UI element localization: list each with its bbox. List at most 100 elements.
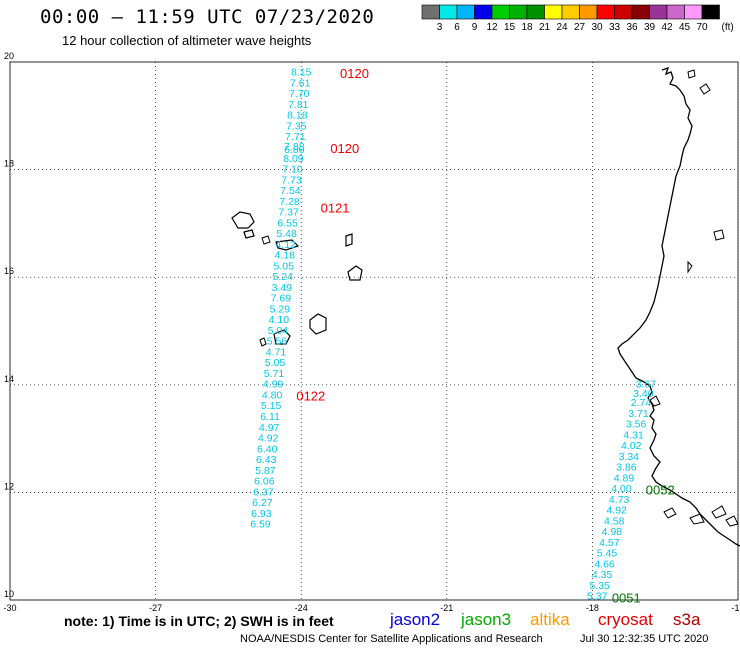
legend-swatch [474,4,493,20]
island-santa-luzia [261,235,271,245]
swh-value: 6.80 [284,144,305,156]
legend-tick-label: 9 [472,22,478,33]
legend-swatch [649,4,668,20]
island-sao-vicente [243,229,255,239]
swh-value: 6.27 [252,497,273,509]
satellite-label-jason3: jason3 [461,610,512,629]
legend-tick-label: 39 [644,22,656,33]
swh-value: 5.37 [587,591,608,603]
lat-tick-label: 18 [4,159,14,169]
swh-value: 5.48 [276,228,297,240]
swh-value: 6.59 [250,519,271,531]
color-legend: 3 6 9 12 15 18 21 24 27 30 33 36 39 42 45 70 (ft) [421,4,734,33]
swh-value: 4.35 [592,569,613,581]
swh-value: 5.56 [267,336,288,348]
swh-value: 4.73 [609,494,630,506]
legend-tick-label: 36 [626,22,638,33]
swh-value: 5.71 [264,368,285,380]
lon-tick-label: -21 [440,603,453,613]
island-shape [689,513,705,525]
legend-swatch [439,4,458,20]
swh-value: 4.31 [623,429,644,441]
legend-swatch [701,4,720,20]
swh-value: 4.92 [258,433,279,445]
legend-swatch [421,4,440,20]
lat-tick-label: 16 [4,266,14,276]
swh-value: 4.99 [263,379,284,391]
swh-value: 7.61 [290,77,311,89]
legend-swatch [544,4,563,20]
lon-tick-label: -30 [3,603,16,613]
swh-value: 6.93 [251,508,272,520]
swh-value: 5.05 [274,260,295,272]
legend-tick-label: 12 [486,22,498,33]
swh-value: 6.11 [260,411,280,423]
island-boa-vista [347,265,363,281]
swh-value: 7.35 [286,120,307,132]
swh-value: 4.10 [269,314,290,326]
island-sao-nicolau [275,239,300,251]
swh-value: 3.34 [619,451,640,463]
satellite-tracks: 8.157.617.707.818.187.357.717.886.808.09… [250,67,656,603]
island-santiago [273,329,291,345]
legend-tick-label: 70 [696,22,708,33]
swh-value: 7.37 [278,207,299,219]
legend-swatch [526,4,545,20]
legend-swatch [614,4,633,20]
legend-tick-label: 3 [437,22,443,33]
pass-time-label: 0052 [646,483,675,498]
swh-value: 6.06 [254,476,275,488]
swh-value: 6.37 [253,486,274,498]
legend-swatch [579,4,598,20]
legend-swatch [491,4,510,20]
pass-time-labels: 0120 0120 0121 0122 0052 0051 [296,66,674,606]
island-shape [713,229,725,241]
pass-time-label: 0121 [321,200,350,215]
footer-timestamp: Jul 30 12:32:35 UTC 2020 [580,633,709,645]
swh-value: 6.40 [257,443,278,455]
swh-value: 3.86 [616,462,637,474]
swh-value: 4.57 [599,537,620,549]
legend-tick-label: 15 [504,22,516,33]
swh-value: 4.89 [614,472,635,484]
legend-tick-label: 33 [609,22,621,33]
lon-tick-label: -24 [295,603,308,613]
legend-tick-label: 45 [679,22,691,33]
legend-swatch [684,4,703,20]
swh-value: 7.73 [281,174,302,186]
swh-value: 5.24 [273,271,294,283]
island-shape [687,260,693,274]
map-frame [9,61,739,601]
legend-swatch [561,4,580,20]
swh-value: 4.12 [275,239,296,251]
swh-value: 6.55 [277,217,298,229]
swh-value: 4.71 [266,346,287,358]
swh-value: 5.35 [589,580,610,592]
satellite-label-s3a: s3a [673,610,701,629]
legend-tick-label: 42 [661,22,673,33]
lon-tick-label: -27 [149,603,162,613]
swh-value: 3.40 [633,388,654,400]
island-fogo [259,337,267,347]
swh-value: 7.69 [271,293,292,305]
swh-value: 8.18 [287,110,308,122]
swh-value: 6.43 [256,454,277,466]
swh-value: 4.97 [259,422,280,434]
swh-value: 3.67 [636,379,657,391]
lat-tick-label: 10 [4,589,14,599]
swh-value: 5.45 [597,548,618,560]
swh-value: 7.71 [285,131,306,143]
island-shape [725,515,739,527]
lat-tick-label: 12 [4,481,14,491]
legend-swatch [456,4,475,20]
island-sal [345,233,353,247]
pass-time-label: 0120 [340,66,369,81]
swh-value: 4.80 [262,389,283,401]
legend-swatch [631,4,650,20]
legend-tick-label: 18 [521,22,533,33]
swh-value: 7.70 [289,88,310,100]
swh-value: 5.87 [255,465,276,477]
legend-swatch [666,4,685,20]
island-santo-antao [231,211,255,229]
